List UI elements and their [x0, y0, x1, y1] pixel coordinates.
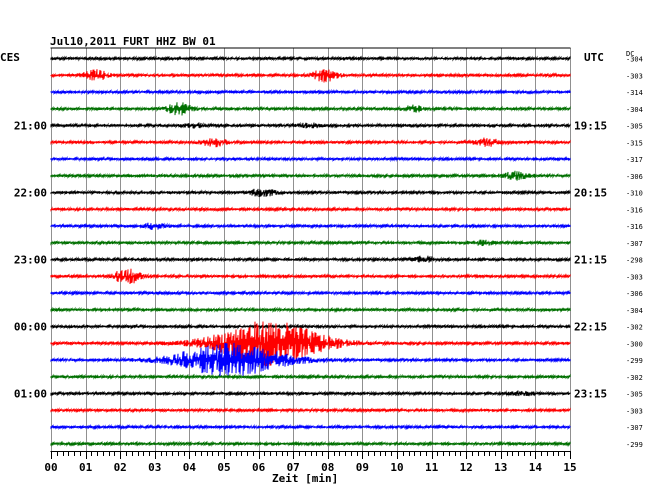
x-tick-label-01: 01	[79, 461, 93, 474]
x-tick-label-14: 14	[529, 461, 543, 474]
trace-3	[50, 102, 571, 116]
trace-14	[50, 289, 571, 297]
left-time-labels: 21:00 22:00 23:00 00:00 01:00	[14, 120, 47, 401]
trace-1	[50, 69, 571, 83]
x-axis-label: Zeit [min]	[272, 472, 338, 485]
trace-12	[50, 255, 571, 263]
right-timezone-label: UTC	[584, 51, 604, 64]
right-time-label-0: 19:15	[574, 120, 607, 133]
x-tick-label-03: 03	[148, 461, 161, 474]
right-time-label-3: 22:15	[574, 321, 607, 334]
dc-offset-label-6: -317	[626, 156, 643, 164]
dc-offset-label-16: -302	[626, 324, 643, 332]
dc-offset-label-22: -307	[626, 424, 643, 432]
trace-7	[50, 170, 571, 181]
chart-title: Jul10,2011 FURT HHZ BW 01	[50, 35, 216, 48]
trace-11	[50, 239, 571, 247]
x-axis: 00 01 02 03 04 05 06 07 08 09 10 11 12 13 14 15	[44, 451, 577, 474]
dc-offset-label-3: -304	[626, 106, 643, 114]
trace-6	[50, 155, 571, 163]
dc-offset-label-15: -304	[626, 307, 643, 315]
left-time-label-4: 01:00	[14, 388, 47, 401]
trace-23	[50, 440, 571, 447]
dc-offset-label-7: -306	[626, 173, 643, 181]
trace-9	[50, 206, 571, 213]
left-time-label-3: 00:00	[14, 321, 47, 334]
x-tick-label-09: 09	[356, 461, 369, 474]
dc-offset-label-8: -310	[626, 190, 643, 198]
dc-offset-label-21: -303	[626, 407, 643, 415]
x-tick-label-10: 10	[390, 461, 403, 474]
dc-offset-label-2: -314	[626, 89, 643, 97]
x-tick-label-08: 08	[321, 461, 334, 474]
trace-18	[50, 342, 571, 377]
dc-offset-labels: -304 -303 -314 -304 -305 -315 -317 -306 -310 -316…	[626, 56, 643, 449]
x-tick-label-04: 04	[183, 461, 197, 474]
left-time-label-1: 22:00	[14, 187, 47, 200]
trace-17	[50, 321, 571, 367]
trace-0	[50, 55, 571, 62]
dc-offset-label-17: -300	[626, 340, 643, 348]
x-tick-label-05: 05	[217, 461, 230, 474]
trace-5	[50, 137, 571, 148]
grid	[50, 47, 571, 451]
x-tick-label-11: 11	[425, 461, 439, 474]
trace-20	[50, 390, 571, 397]
dc-offset-label-5: -315	[626, 139, 643, 147]
dc-offset-label-0: -304	[626, 56, 643, 64]
traces	[50, 55, 571, 447]
right-time-label-2: 21:15	[574, 254, 607, 267]
dc-offset-label-19: -302	[626, 374, 643, 382]
x-tick-label-00: 00	[44, 461, 57, 474]
dc-offset-label-10: -316	[626, 223, 643, 231]
trace-8	[50, 188, 571, 198]
right-time-label-1: 20:15	[574, 187, 607, 200]
x-tick-label-02: 02	[114, 461, 127, 474]
trace-22	[50, 423, 571, 431]
dc-label: DC	[626, 50, 634, 58]
dc-offset-label-11: -307	[626, 240, 643, 248]
dc-offset-label-13: -303	[626, 273, 643, 281]
x-tick-label-07: 07	[287, 461, 300, 474]
left-time-label-0: 21:00	[14, 120, 47, 133]
trace-16	[50, 323, 571, 330]
trace-10	[50, 222, 571, 230]
dc-offset-label-14: -306	[626, 290, 643, 298]
x-tick-label-12: 12	[460, 461, 473, 474]
trace-2	[50, 88, 571, 96]
trace-21	[50, 407, 571, 414]
dc-offset-label-23: -299	[626, 441, 643, 449]
x-tick-label-06: 06	[252, 461, 266, 474]
x-tick-label-15: 15	[563, 461, 576, 474]
dc-offset-label-18: -299	[626, 357, 643, 365]
dc-offset-label-4: -305	[626, 123, 643, 131]
right-time-labels: 19:15 20:15 21:15 22:15 23:15	[574, 120, 607, 401]
x-tick-label-13: 13	[494, 461, 507, 474]
trace-4	[50, 121, 571, 129]
dc-offset-label-20: -305	[626, 391, 643, 399]
left-time-label-2: 23:00	[14, 254, 47, 267]
dc-offset-label-9: -316	[626, 206, 643, 214]
trace-19	[50, 373, 571, 380]
left-timezone-label: CES	[0, 51, 20, 64]
dc-offset-label-12: -298	[626, 257, 643, 265]
trace-15	[50, 306, 571, 313]
right-time-label-4: 23:15	[574, 388, 607, 401]
trace-13	[50, 268, 571, 285]
dc-offset-label-1: -303	[626, 72, 643, 80]
